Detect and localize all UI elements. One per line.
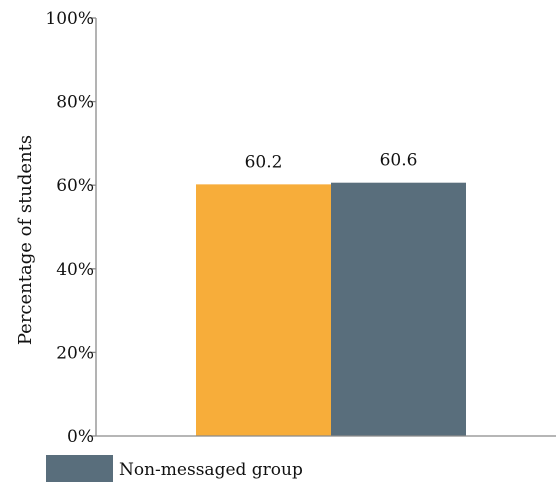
- legend-swatch-non-messaged-group: [46, 455, 113, 482]
- y-tick-label-0: 0%: [67, 427, 94, 447]
- bars-group: [196, 182, 466, 436]
- data-label-bar-2: 60.6: [380, 151, 418, 171]
- bar-2: [331, 182, 466, 436]
- y-tick-label-40: 40%: [56, 260, 94, 280]
- y-tick-label-80: 80%: [56, 93, 94, 113]
- y-axis-title: Percentage of students: [15, 135, 36, 345]
- bar-1: [196, 184, 331, 436]
- legend-label-non-messaged-group: Non-messaged group: [119, 460, 303, 480]
- y-tick-label-100: 100%: [45, 9, 94, 29]
- legend: Non-messaged group: [46, 455, 303, 482]
- y-ticks-group: 0% 20% 40% 60% 80% 100%: [45, 9, 96, 447]
- data-label-bar-1: 60.2: [245, 152, 283, 172]
- y-tick-label-20: 20%: [56, 343, 94, 363]
- y-tick-label-60: 60%: [56, 176, 94, 196]
- plot-area: 60.2 60.6 0% 20% 40% 60% 80% 100%: [45, 9, 556, 447]
- data-labels-group: 60.2 60.6: [245, 151, 418, 173]
